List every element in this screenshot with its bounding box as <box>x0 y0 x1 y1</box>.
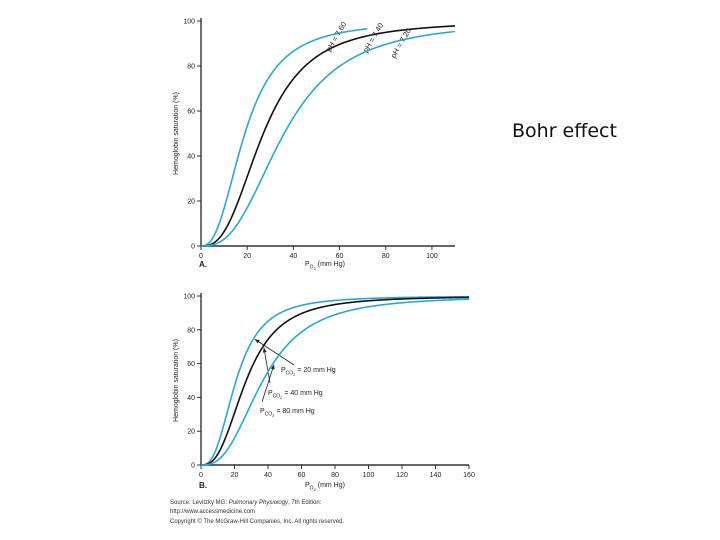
x-tick-label: 60 <box>336 253 344 260</box>
y-tick-label: 20 <box>187 199 195 206</box>
x-tick-label: 80 <box>331 472 339 479</box>
x-axis-label-part: (mm Hg) <box>316 482 345 489</box>
series-arrow-head <box>262 347 267 353</box>
series-arrow-head <box>254 339 260 344</box>
x-axis-label-part: 2 <box>314 487 317 492</box>
series-arrow-line <box>254 338 295 366</box>
series-label-part: CO <box>265 412 273 418</box>
x-axis-label: PO2 (mm Hg) <box>305 482 345 492</box>
y-tick-label: 80 <box>187 327 195 334</box>
panel-a-chart: 0 20 40 60 80 100 0 20 40 60 80 100 Hemoglobin satur… <box>173 18 456 271</box>
series-label-part: 2 <box>280 395 283 400</box>
panel-label: B. <box>199 481 207 490</box>
series-label-part: CO <box>273 394 281 400</box>
source-suffix: , 7th Edition: <box>288 500 322 506</box>
y-tick-label: 100 <box>183 294 195 301</box>
x-tick-label: 80 <box>382 253 390 260</box>
y-tick-label: 100 <box>183 19 195 26</box>
x-tick-label: 20 <box>243 253 251 260</box>
x-tick-label: 100 <box>363 472 375 479</box>
y-tick-label: 60 <box>187 109 195 116</box>
slide-title: Bohr effect <box>512 120 617 142</box>
x-axis-label-part: P <box>305 482 310 489</box>
y-tick-label: 80 <box>187 64 195 71</box>
x-axis-label-part: 2 <box>314 266 317 271</box>
series-label-part: CO <box>286 371 294 377</box>
series-label: pH = 7.60 <box>324 20 348 53</box>
curve-blue-3 <box>201 298 470 466</box>
series-label-part: = 80 mm Hg <box>274 408 314 415</box>
y-tick-label: 0 <box>191 244 195 251</box>
series-label-part: = 20 mm Hg <box>295 367 335 374</box>
x-axis-label-part: O <box>310 265 314 271</box>
series-arrow-head <box>270 364 275 370</box>
x-tick-label: 40 <box>289 253 297 260</box>
y-axis-label: Hemoglobin saturation (%) <box>173 339 180 422</box>
x-tick-label: 160 <box>463 472 475 479</box>
series-label-part: 2 <box>272 413 275 418</box>
x-tick-label: 140 <box>430 472 442 479</box>
x-axis-label: PO2 (mm Hg) <box>305 261 345 271</box>
curve-black-2 <box>201 25 456 247</box>
y-axis-label: Hemoglobin saturation (%) <box>173 92 180 175</box>
series-label-part: 2 <box>293 372 296 377</box>
curve-blue-1 <box>200 27 368 247</box>
source-credit: Source: Levitzky MG: Pulmonary Physiolog… <box>170 500 321 506</box>
source-url: http://www.accessmedicine.com <box>170 509 256 515</box>
x-tick-label: 0 <box>199 472 203 479</box>
x-tick-label: 20 <box>231 472 239 479</box>
panel-b-chart: 0 20 40 60 80 100 0 20 40 60 80 100 120 140 160 Hemoglo… <box>173 293 475 492</box>
y-tick-label: 60 <box>187 361 195 368</box>
x-tick-label: 100 <box>426 253 438 260</box>
series-label-part: = 40 mm Hg <box>282 390 322 397</box>
x-tick-label: 0 <box>199 253 203 260</box>
copyright-notice: Copyright © The McGraw-Hill Companies, I… <box>170 519 345 525</box>
series-arrow-line <box>263 347 271 384</box>
x-tick-label: 120 <box>396 472 408 479</box>
curve-blue-3 <box>201 30 456 247</box>
x-tick-label: 40 <box>264 472 272 479</box>
x-tick-label: 60 <box>298 472 306 479</box>
curve-blue-1 <box>200 295 470 466</box>
series-label: PCO2 = 20 mm Hg <box>281 367 336 377</box>
source-title: Pulmonary Physiology <box>228 500 289 506</box>
series-arrow-line <box>261 364 275 403</box>
source-prefix: Source: Levitzky MG: <box>170 500 229 506</box>
series-label-part: P <box>260 408 265 415</box>
series-label-part: P <box>281 367 286 374</box>
series-label: PCO2 = 80 mm Hg <box>260 408 315 418</box>
series-label: PCO2 = 40 mm Hg <box>268 390 323 400</box>
series-label-part: P <box>268 390 273 397</box>
y-tick-label: 20 <box>187 429 195 436</box>
x-axis-label-part: (mm Hg) <box>316 261 345 268</box>
panel-label: A. <box>199 260 207 269</box>
x-axis-label-part: P <box>305 261 310 268</box>
y-tick-label: 0 <box>191 463 195 470</box>
y-tick-label: 40 <box>187 154 195 161</box>
x-axis-label-part: O <box>310 486 314 492</box>
y-tick-label: 40 <box>187 395 195 402</box>
curve-black-2 <box>200 296 470 466</box>
